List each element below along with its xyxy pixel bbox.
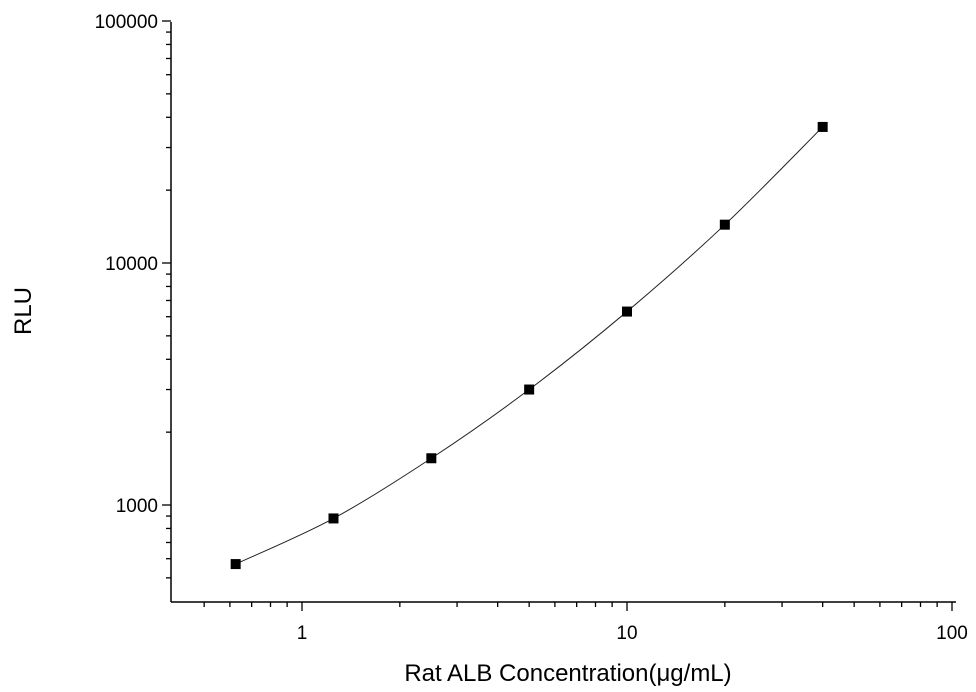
x-tick-labels: 1 10 100: [297, 623, 968, 644]
data-points: [230, 121, 828, 570]
data-point: [817, 121, 828, 132]
y-tick-labels: 1000 10000 100000: [95, 12, 158, 517]
x-tick-label: 10: [616, 623, 637, 644]
axes: [170, 22, 956, 603]
y-ticks: [162, 20, 171, 579]
x-tick-label: 100: [936, 623, 968, 644]
y-tick-label: 10000: [105, 254, 158, 275]
y-tick-label: 100000: [95, 12, 158, 33]
y-axis-title: RLU: [10, 287, 37, 335]
data-point: [622, 306, 632, 317]
data-point: [524, 384, 535, 395]
x-axis-title: Rat ALB Concentration(μg/mL): [404, 660, 731, 687]
y-tick-label: 1000: [116, 496, 158, 517]
data-point: [719, 219, 730, 230]
x-ticks: [203, 602, 953, 611]
x-tick-label: 1: [297, 623, 308, 644]
data-point: [230, 559, 241, 570]
data-point: [328, 513, 339, 524]
data-point: [426, 453, 437, 464]
fit-curve: [235, 126, 824, 565]
